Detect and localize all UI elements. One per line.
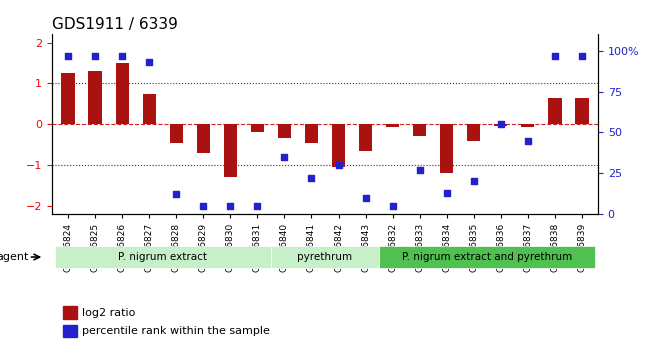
FancyBboxPatch shape <box>55 246 271 268</box>
Bar <box>467 124 480 140</box>
Bar <box>62 73 75 124</box>
Point <box>306 175 317 181</box>
Bar <box>63 325 77 337</box>
Point <box>523 138 533 143</box>
Bar <box>196 124 210 153</box>
Bar <box>305 124 318 142</box>
Text: log2 ratio: log2 ratio <box>82 308 135 317</box>
Bar <box>494 124 508 126</box>
Bar <box>521 124 534 127</box>
Point <box>90 53 101 58</box>
Point <box>252 203 263 208</box>
Bar <box>63 306 77 319</box>
Bar <box>548 98 562 124</box>
Bar <box>170 124 183 142</box>
Bar <box>88 71 102 124</box>
Point <box>441 190 452 196</box>
Bar <box>359 124 372 151</box>
Point <box>387 203 398 208</box>
Text: P. nigrum extract: P. nigrum extract <box>118 252 207 262</box>
Point <box>469 178 479 184</box>
Point <box>117 53 127 58</box>
Point <box>63 53 73 58</box>
Point <box>360 195 370 200</box>
Point <box>198 203 209 208</box>
Point <box>144 59 155 65</box>
Point <box>495 121 506 127</box>
Point <box>280 154 290 160</box>
Point <box>333 162 344 168</box>
Point <box>549 53 560 58</box>
Bar <box>224 124 237 177</box>
Bar <box>386 124 399 127</box>
Bar <box>142 93 156 124</box>
FancyBboxPatch shape <box>271 246 379 268</box>
Bar <box>332 124 345 167</box>
Point <box>577 53 587 58</box>
Point <box>171 191 181 197</box>
Text: P. nigrum extract and pyrethrum: P. nigrum extract and pyrethrum <box>402 252 572 262</box>
Bar <box>278 124 291 138</box>
Bar <box>413 124 426 136</box>
Text: percentile rank within the sample: percentile rank within the sample <box>82 326 270 336</box>
Text: pyrethrum: pyrethrum <box>298 252 352 262</box>
Bar <box>116 63 129 124</box>
Bar <box>575 98 588 124</box>
Text: agent: agent <box>0 252 29 262</box>
FancyBboxPatch shape <box>379 246 595 268</box>
Text: GDS1911 / 6339: GDS1911 / 6339 <box>52 17 178 32</box>
Point <box>415 167 425 172</box>
Bar <box>440 124 454 173</box>
Point <box>225 203 235 208</box>
Bar <box>251 124 264 131</box>
